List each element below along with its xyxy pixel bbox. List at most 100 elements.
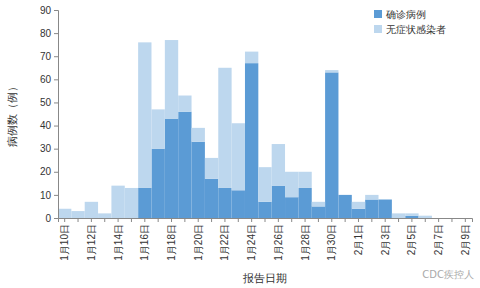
bar [178,96,191,112]
bar [258,202,271,218]
x-tick [425,218,426,222]
y-tick-line [54,149,58,150]
x-tick-label: 1月20日 [193,224,204,261]
x-tick: 1月24日 [246,218,257,261]
x-tick-line [251,218,252,222]
legend: 确诊病例无症状感染者 [374,9,446,35]
x-tick: 1月10日 [59,218,70,261]
x-tick-label: 1月30日 [326,224,337,261]
bar [432,218,445,219]
x-tick-line [144,218,145,222]
bar [111,186,124,218]
x-tick-line [198,218,199,222]
y-axis-title: 病例数（例） [6,81,19,147]
y-tick-line [54,172,58,173]
x-tick: 1月20日 [193,218,204,261]
x-tick [238,218,239,222]
y-tick: 70 [40,51,58,62]
bar [325,70,338,72]
watermark: CDC疾控人 [422,269,474,280]
x-tick-line [118,218,119,222]
bar [352,202,365,209]
y-axis-line [54,11,59,219]
x-tick: 2月1日 [353,218,364,255]
bar [218,188,231,218]
x-tick-label: 1月10日 [59,224,70,261]
x-tick [211,218,212,222]
x-tick-label: 1月26日 [273,224,284,261]
bar [218,68,231,188]
bar [459,218,472,219]
y-tick-line [54,102,58,103]
x-tick: 1月18日 [166,218,177,261]
y-tick-line [54,79,58,80]
y-tick-label: 30 [40,143,52,154]
legend-item: 确诊病例 [374,9,426,20]
bar [379,200,392,218]
x-tick-label: 2月9日 [460,224,471,255]
x-tick: 2月7日 [433,218,444,255]
x-tick-line [371,218,372,222]
y-tick-label: 80 [40,28,52,39]
x-tick-label: 2月3日 [380,224,391,255]
chart: 01020304050607080901月10日1月12日1月14日1月16日1… [0,0,480,288]
x-tick [345,218,346,222]
x-tick-line [184,218,185,222]
x-tick-line [411,218,412,222]
bar [312,202,325,207]
x-tick-label: 1月18日 [166,224,177,261]
x-tick: 2月5日 [406,218,417,255]
bar [352,209,365,218]
x-tick-line [385,218,386,222]
y-tick-line [54,56,58,57]
x-axis: 1月10日1月12日1月14日1月16日1月18日1月20日1月22日1月24日… [59,218,473,261]
y-tick-label: 50 [40,97,52,108]
bar [298,188,311,218]
x-tick: 1月30日 [326,218,337,261]
x-tick [451,218,452,222]
bar [85,202,98,218]
x-tick [318,218,319,222]
bar [325,72,338,218]
x-tick-line [171,218,172,222]
bar [138,42,151,188]
bar [445,218,458,219]
x-tick: 1月28日 [300,218,311,261]
bar [459,218,472,219]
bar [205,158,218,179]
bar [405,213,418,215]
x-tick [131,218,132,222]
x-tick: 1月12日 [86,218,97,261]
y-tick-line [54,195,58,196]
bar [165,119,178,218]
x-tick: 1月26日 [273,218,284,261]
x-tick-line [465,218,466,222]
x-tick-line [211,218,212,222]
y-tick-line [54,10,58,11]
x-tick [398,218,399,222]
x-tick-label: 1月16日 [139,224,150,261]
bar [312,206,325,218]
x-tick [158,218,159,222]
y-tick: 80 [40,28,58,39]
bar [285,197,298,218]
bar [245,52,258,64]
bar [205,179,218,218]
bar [338,194,351,195]
x-tick: 2月3日 [380,218,391,255]
x-tick: 1月14日 [113,218,124,261]
x-tick-line [91,218,92,222]
series-bars [58,40,432,218]
y-tick-label: 0 [45,213,51,224]
bar [98,213,111,218]
bar [71,211,84,218]
legend-item: 无症状感染者 [374,24,446,35]
bar [445,218,458,219]
y-tick: 0 [45,213,58,224]
x-tick-label: 2月1日 [353,224,364,255]
bar [151,109,164,148]
x-tick-line [238,218,239,222]
x-tick-line [291,218,292,222]
y-tick-label: 70 [40,51,52,62]
bar [365,195,378,200]
